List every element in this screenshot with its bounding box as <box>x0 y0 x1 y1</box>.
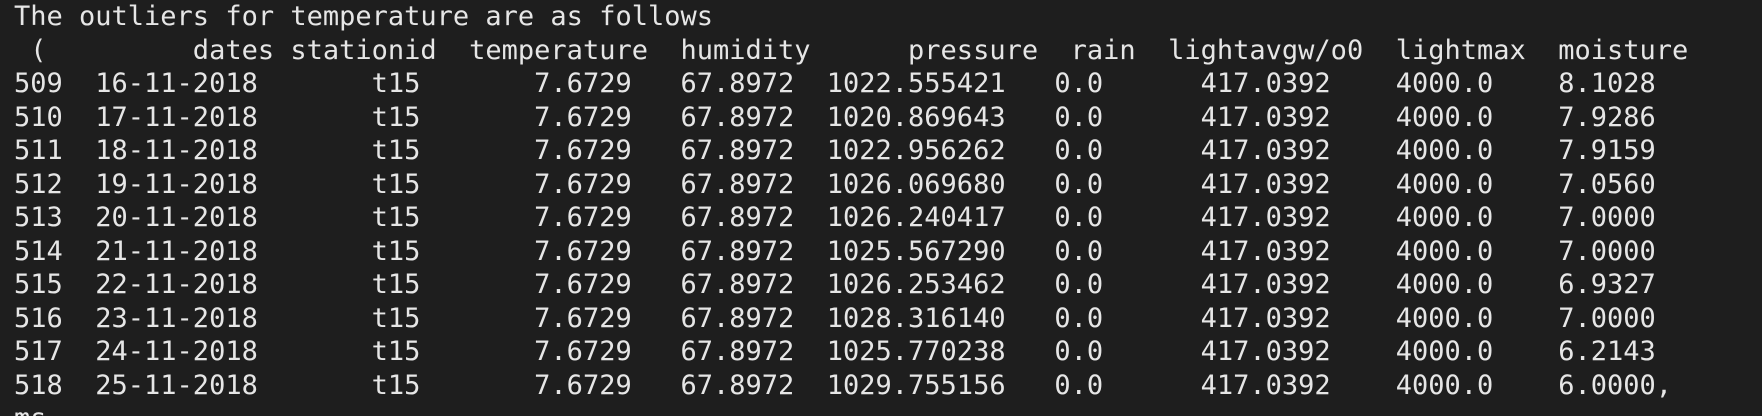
trailing-output-line: ms <box>14 402 1762 416</box>
output-title-line: The outliers for temperature are as foll… <box>14 1 713 32</box>
table-row: 510 17-11-2018 t15 7.6729 67.8972 1020.8… <box>14 101 1656 133</box>
table-row: 517 24-11-2018 t15 7.6729 67.8972 1025.7… <box>14 336 1656 367</box>
table-row: 514 21-11-2018 t15 7.6729 67.8972 1025.5… <box>14 235 1656 267</box>
table-header-line: ( dates stationid temperature humidity p… <box>14 34 1689 66</box>
table-row: 518 25-11-2018 t15 7.6729 67.8972 1029.7… <box>14 369 1673 401</box>
table-row: 511 18-11-2018 t15 7.6729 67.8972 1022.9… <box>14 135 1656 166</box>
table-row: 513 20-11-2018 t15 7.6729 67.8972 1026.2… <box>14 202 1656 233</box>
table-row: 515 22-11-2018 t15 7.6729 67.8972 1026.2… <box>14 269 1656 300</box>
table-row: 512 19-11-2018 t15 7.6729 67.8972 1026.0… <box>14 168 1656 200</box>
table-row: 516 23-11-2018 t15 7.6729 67.8972 1028.3… <box>14 302 1656 334</box>
table-row: 509 16-11-2018 t15 7.6729 67.8972 1022.5… <box>14 68 1656 99</box>
